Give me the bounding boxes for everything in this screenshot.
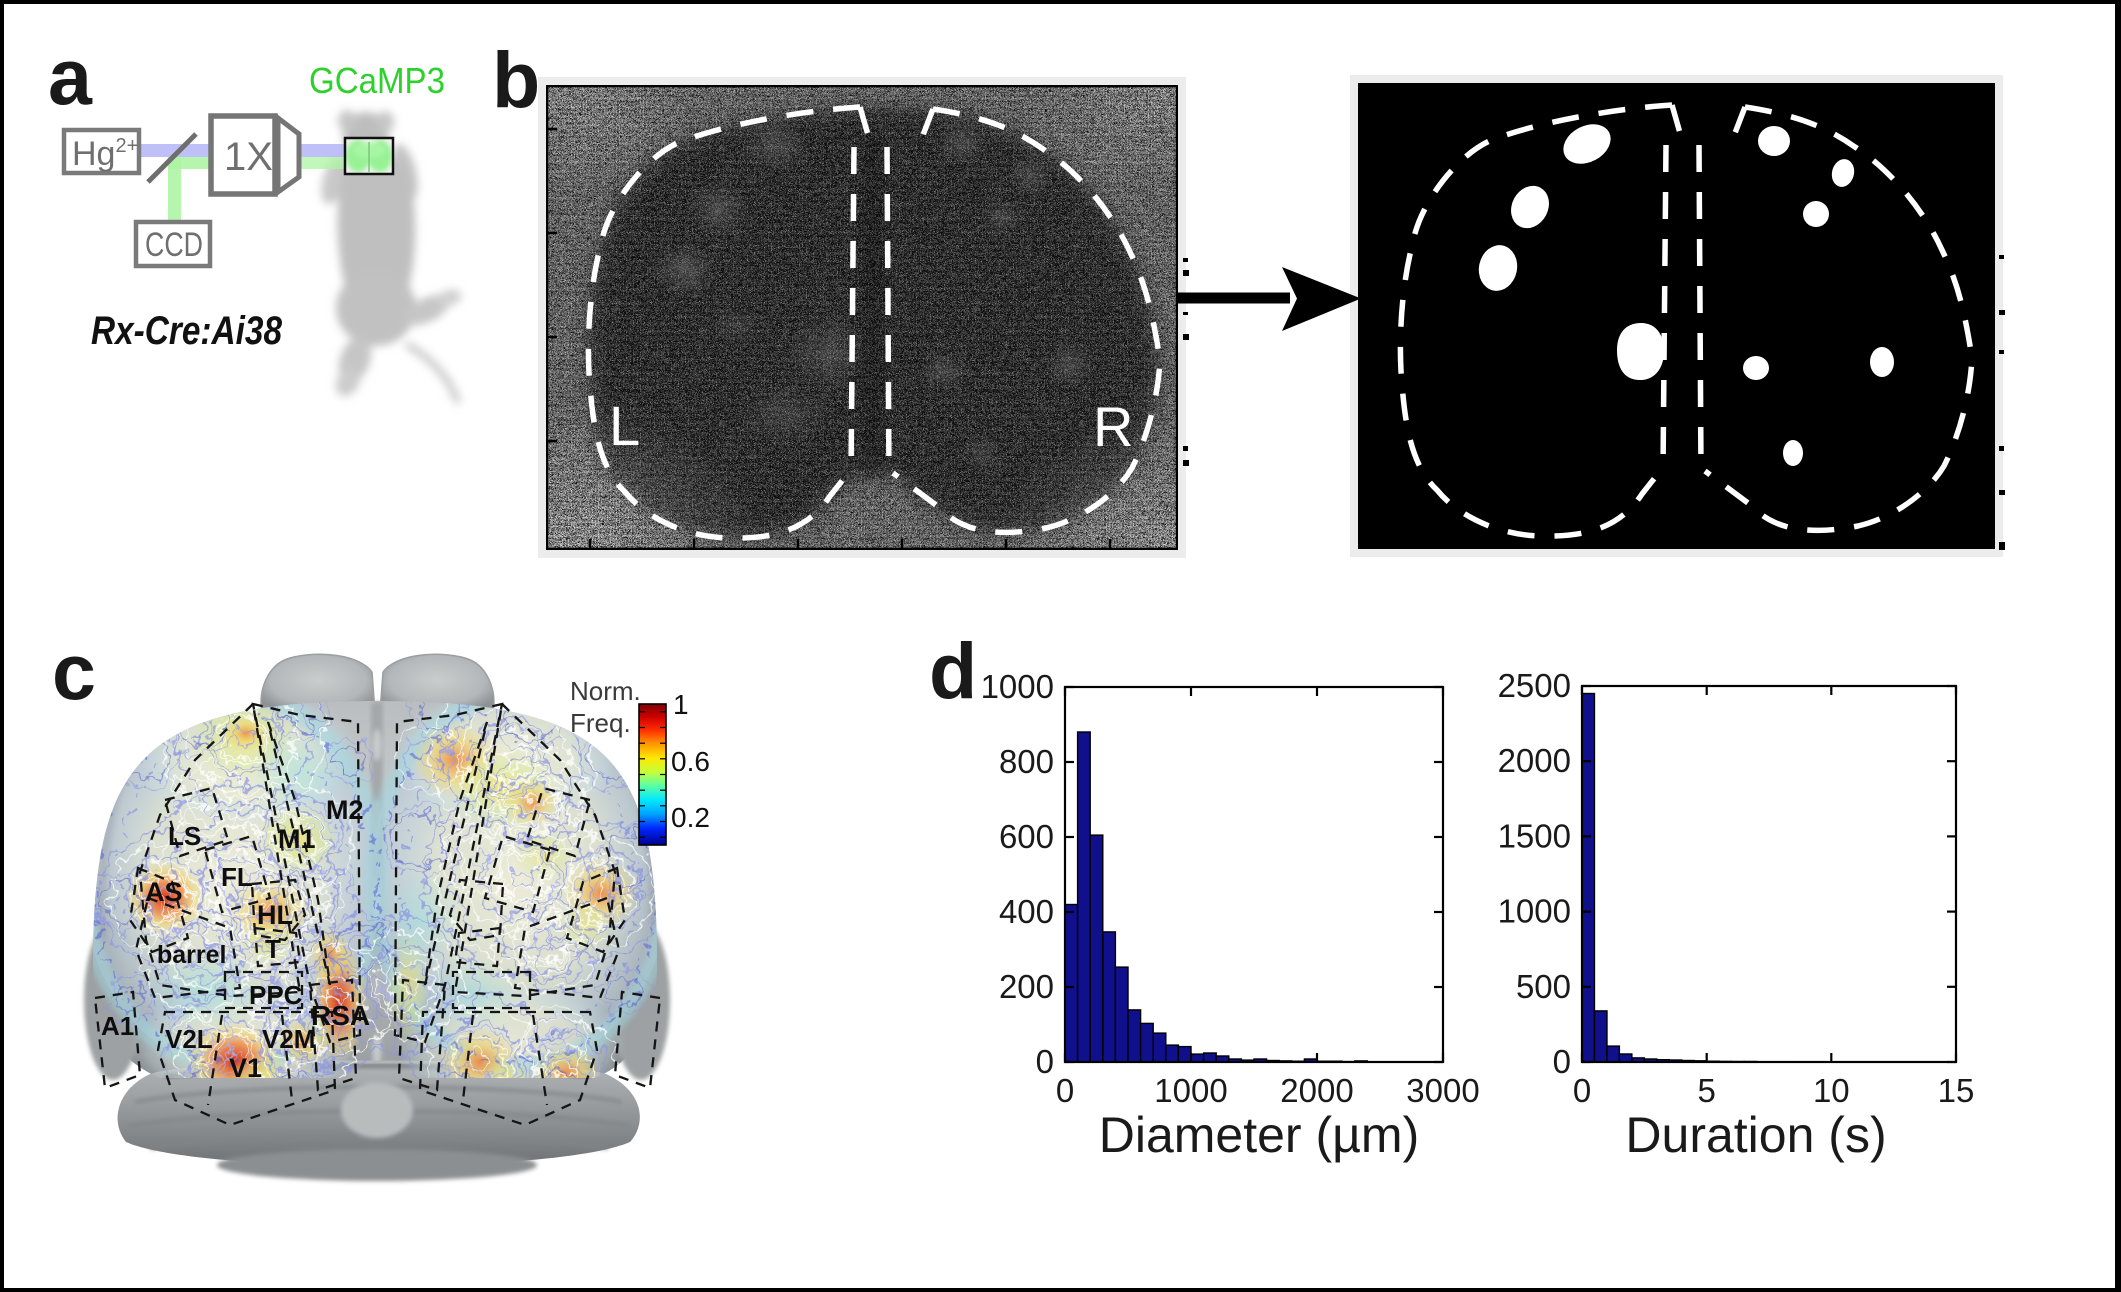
svg-text:400: 400 xyxy=(999,893,1054,930)
svg-text:1: 1 xyxy=(673,689,689,720)
svg-text:200: 200 xyxy=(999,968,1054,1005)
svg-text:5: 5 xyxy=(1698,1072,1716,1109)
svg-text:FL: FL xyxy=(221,862,253,892)
svg-text:GCaMP3: GCaMP3 xyxy=(309,60,445,101)
svg-text:AS: AS xyxy=(145,877,183,907)
svg-text:Diameter (µm): Diameter (µm) xyxy=(1099,1107,1419,1163)
svg-text:0: 0 xyxy=(1573,1072,1591,1109)
svg-text:3000: 3000 xyxy=(1406,1072,1479,1109)
svg-text:L: L xyxy=(609,394,640,457)
svg-text:0: 0 xyxy=(1036,1043,1054,1080)
svg-text:PPC: PPC xyxy=(249,980,303,1010)
svg-text:500: 500 xyxy=(1516,968,1571,1005)
svg-text:A1: A1 xyxy=(101,1011,134,1041)
svg-text:Rx-Cre:Ai38: Rx-Cre:Ai38 xyxy=(91,309,283,353)
svg-text:1000: 1000 xyxy=(981,668,1054,705)
svg-text:0.2: 0.2 xyxy=(671,802,710,833)
svg-text:2000: 2000 xyxy=(1280,1072,1353,1109)
svg-text:600: 600 xyxy=(999,818,1054,855)
svg-text:T: T xyxy=(265,934,281,964)
svg-text:V2L: V2L xyxy=(165,1024,213,1054)
svg-text:Freq.: Freq. xyxy=(570,708,631,738)
svg-text:15: 15 xyxy=(1938,1072,1975,1109)
svg-text:R: R xyxy=(1093,395,1133,458)
svg-text:RSA: RSA xyxy=(311,1000,370,1031)
svg-text:V1: V1 xyxy=(229,1053,262,1083)
svg-text:CCD: CCD xyxy=(145,226,203,264)
svg-text:M1: M1 xyxy=(278,824,316,854)
svg-text:Duration (s): Duration (s) xyxy=(1625,1107,1886,1163)
svg-text:0: 0 xyxy=(1553,1043,1571,1080)
svg-text:HL: HL xyxy=(257,900,293,930)
svg-text:10: 10 xyxy=(1813,1072,1850,1109)
svg-text:0.6: 0.6 xyxy=(671,746,710,777)
svg-text:0: 0 xyxy=(1056,1072,1074,1109)
svg-text:Hg2+: Hg2+ xyxy=(72,135,138,173)
svg-text:barrel: barrel xyxy=(157,941,226,969)
svg-text:1000: 1000 xyxy=(1154,1072,1227,1109)
svg-text:Norm.: Norm. xyxy=(570,676,641,706)
svg-text:800: 800 xyxy=(999,743,1054,780)
svg-text:1X: 1X xyxy=(224,135,273,179)
svg-text:1500: 1500 xyxy=(1498,817,1571,854)
svg-text:M2: M2 xyxy=(326,795,364,825)
svg-text:2500: 2500 xyxy=(1498,667,1571,704)
svg-text:2000: 2000 xyxy=(1498,742,1571,779)
svg-text:V2M: V2M xyxy=(262,1024,315,1054)
svg-text:LS: LS xyxy=(168,821,201,851)
svg-text:1000: 1000 xyxy=(1498,893,1571,930)
